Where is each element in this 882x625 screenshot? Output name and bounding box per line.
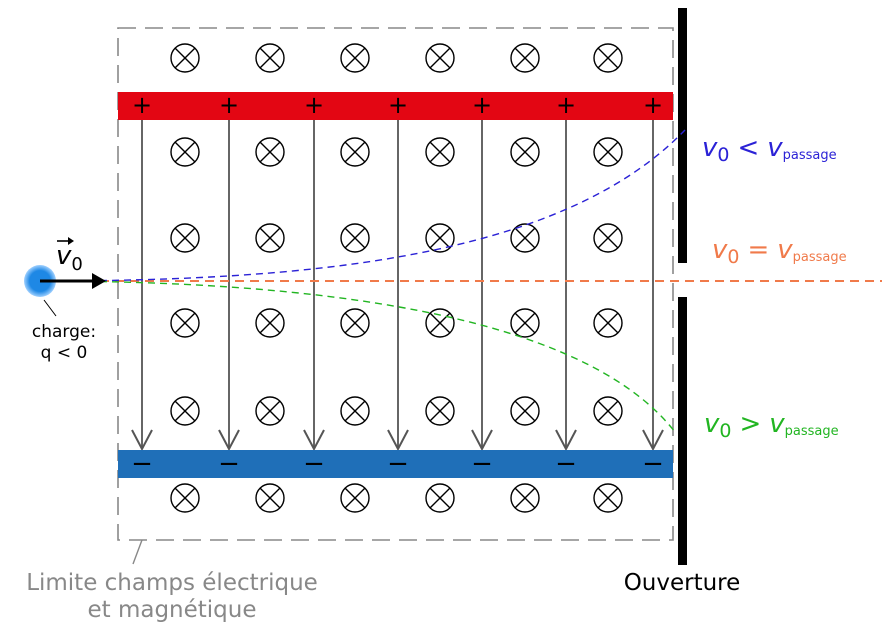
b-field-into-page-icon xyxy=(510,137,540,167)
b-field-into-page-icon xyxy=(593,137,623,167)
opening-label: Ouverture xyxy=(624,570,741,596)
b-field-into-page-icon xyxy=(170,396,200,426)
minus-sign: − xyxy=(642,449,664,479)
b-field-into-page-icon xyxy=(510,483,540,513)
e-field-arrow xyxy=(387,108,409,452)
e-field-arrow xyxy=(555,108,577,452)
negative-plate xyxy=(118,450,673,478)
b-field-into-page-icon xyxy=(340,137,370,167)
b-field-into-page-icon xyxy=(255,137,285,167)
b-field-into-page-icon xyxy=(510,308,540,338)
plus-sign: + xyxy=(132,91,152,119)
e-field-arrow xyxy=(471,108,493,452)
condition-equal: v0 = vpassage xyxy=(712,235,847,268)
b-field-into-page-icon xyxy=(170,308,200,338)
b-field-into-page-icon xyxy=(425,43,455,73)
velocity-arrowhead xyxy=(92,273,106,289)
electric-field-arrows xyxy=(131,108,664,452)
field-boundary xyxy=(117,27,674,541)
b-field-into-page-icon xyxy=(255,223,285,253)
wall-upper xyxy=(678,8,687,263)
b-field-into-page-icon xyxy=(340,43,370,73)
b-field-into-page-icon xyxy=(170,483,200,513)
plus-sign: + xyxy=(219,91,239,119)
b-field-into-page-icon xyxy=(255,308,285,338)
b-field-into-page-icon xyxy=(593,43,623,73)
b-field-into-page-icon xyxy=(340,308,370,338)
boundary-label-line2: et magnétique xyxy=(87,597,256,623)
velocity-label: v0 xyxy=(56,241,83,275)
vector-over-arrowhead xyxy=(68,237,74,245)
e-field-arrow xyxy=(218,108,240,452)
b-field-into-page-icon xyxy=(593,308,623,338)
b-field-into-page-icon xyxy=(340,483,370,513)
b-field-into-page-icon xyxy=(425,308,455,338)
trajectory-less xyxy=(39,129,686,282)
b-field-into-page-icon xyxy=(170,137,200,167)
b-field-into-page-icon xyxy=(593,483,623,513)
boundary-leader xyxy=(132,539,143,565)
b-field-into-page-icon xyxy=(425,483,455,513)
e-field-arrow xyxy=(642,108,664,452)
trajectory-greater xyxy=(39,280,676,433)
boundary-label-line1: Limite champs électrique xyxy=(26,570,318,596)
charge-label-line1: charge: xyxy=(32,322,96,342)
plus-sign: + xyxy=(304,91,324,119)
magnetic-field-symbols xyxy=(170,43,623,513)
b-field-into-page-icon xyxy=(593,223,623,253)
b-field-into-page-icon xyxy=(340,223,370,253)
b-field-into-page-icon xyxy=(510,223,540,253)
e-field-arrow xyxy=(303,108,325,452)
b-field-into-page-icon xyxy=(170,223,200,253)
b-field-into-page-icon xyxy=(425,396,455,426)
minus-sign: − xyxy=(387,449,409,479)
b-field-into-page-icon xyxy=(425,137,455,167)
positive-plate xyxy=(118,92,673,120)
minus-sign: − xyxy=(555,449,577,479)
b-field-into-page-icon xyxy=(255,43,285,73)
b-field-into-page-icon xyxy=(340,396,370,426)
charge-leader xyxy=(43,299,57,317)
plus-sign: + xyxy=(388,91,408,119)
b-field-into-page-icon xyxy=(170,43,200,73)
charge-label-line2: q < 0 xyxy=(41,343,88,363)
minus-sign: − xyxy=(131,449,153,479)
minus-sign: − xyxy=(471,449,493,479)
b-field-into-page-icon xyxy=(255,483,285,513)
condition-less: v0 < vpassage xyxy=(702,133,837,166)
minus-sign: − xyxy=(303,449,325,479)
b-field-into-page-icon xyxy=(255,396,285,426)
b-field-into-page-icon xyxy=(425,223,455,253)
wall-lower xyxy=(678,297,687,565)
plus-sign: + xyxy=(472,91,492,119)
negative-signs: − − − − − − − xyxy=(131,449,664,479)
b-field-into-page-icon xyxy=(510,43,540,73)
condition-greater: v0 > vpassage xyxy=(704,409,839,442)
b-field-into-page-icon xyxy=(510,396,540,426)
minus-sign: − xyxy=(218,449,240,479)
plus-sign: + xyxy=(556,91,576,119)
b-field-into-page-icon xyxy=(593,396,623,426)
e-field-arrow xyxy=(131,108,153,452)
positive-signs: + + + + + + + xyxy=(132,91,663,119)
plus-sign: + xyxy=(643,91,663,119)
